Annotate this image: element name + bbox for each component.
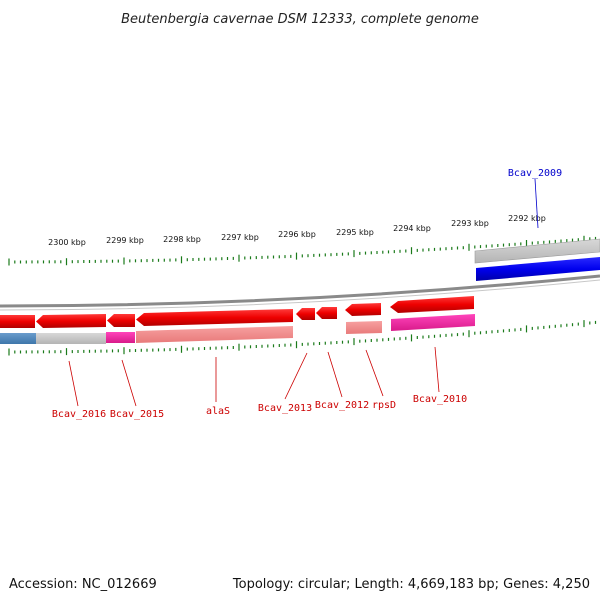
gene-arrow-bcav-2016b[interactable] (36, 314, 106, 328)
scale-label: 2297 kbp (221, 233, 259, 242)
gene-label-alas[interactable]: alaS (206, 406, 230, 417)
gene-arrow-alas[interactable] (136, 309, 293, 326)
forward-strand-features (474, 238, 600, 281)
feature-bars (0, 314, 475, 344)
gene-label-bcav-2010[interactable]: Bcav_2010 (413, 394, 467, 405)
label-leaders (68, 178, 539, 407)
scale-label: 2296 kbp (278, 230, 316, 239)
gene-labels: Bcav_2016 Bcav_2015 alaS Bcav_2013 Bcav_… (52, 168, 562, 420)
scale-label: 2300 kbp (48, 238, 86, 247)
reverse-strand-genes (0, 296, 474, 328)
upper-tick-row (8, 235, 597, 266)
leader-line (284, 352, 308, 400)
leader-line (121, 359, 137, 407)
feature-bar-steel (0, 333, 36, 344)
genome-backbone-outer (0, 274, 600, 308)
leader-line (327, 351, 343, 398)
gene-label-bcav-2013[interactable]: Bcav_2013 (258, 403, 312, 414)
gene-label-bcav-2009[interactable]: Bcav_2009 (508, 168, 562, 179)
genome-backbone-inner (0, 279, 600, 311)
gene-arrow-rpsd[interactable] (345, 303, 381, 316)
gene-arrow-bcav-2016[interactable] (0, 315, 35, 328)
feature-bar-pink-alas (136, 326, 293, 343)
gene-shadow-bcav-2009 (474, 238, 600, 264)
gene-label-bcav-2016[interactable]: Bcav_2016 (52, 409, 106, 420)
leader-line (68, 360, 79, 407)
feature-bar-magenta-2010 (391, 314, 475, 331)
gene-arrow-bcav-2013[interactable] (296, 308, 315, 320)
leader-line (365, 349, 384, 397)
feature-bar-grey (36, 333, 106, 344)
scale-label: 2292 kbp (508, 214, 546, 223)
scale-label: 2294 kbp (393, 224, 431, 233)
feature-bar-magenta (106, 332, 135, 343)
scale-label: 2295 kbp (336, 228, 374, 237)
gene-label-rpsd[interactable]: rpsD (372, 400, 396, 411)
scale-labels: 2300 kbp 2299 kbp 2298 kbp 2297 kbp 2296… (48, 214, 546, 247)
genome-info-text: Topology: circular; Length: 4,669,183 bp… (232, 577, 590, 592)
scale-label: 2293 kbp (451, 219, 489, 228)
feature-bar-pink-rpsd (346, 321, 382, 334)
gene-arrow-bcav-2012[interactable] (316, 307, 337, 319)
leader-line (534, 178, 539, 229)
scale-label: 2298 kbp (163, 235, 201, 244)
leader-line (434, 346, 440, 393)
gene-arrow-bcav-2010[interactable] (390, 296, 474, 313)
map-title: Beutenbergia cavernae DSM 12333, complet… (121, 12, 479, 27)
gene-label-bcav-2012[interactable]: Bcav_2012 (315, 400, 369, 411)
accession-text: Accession: NC_012669 (9, 577, 157, 592)
gene-arrow-bcav-2015[interactable] (107, 314, 135, 327)
lower-tick-row (8, 320, 597, 356)
scale-label: 2299 kbp (106, 236, 144, 245)
gene-arrow-bcav-2009[interactable] (476, 257, 600, 281)
gene-label-bcav-2015[interactable]: Bcav_2015 (110, 409, 164, 420)
